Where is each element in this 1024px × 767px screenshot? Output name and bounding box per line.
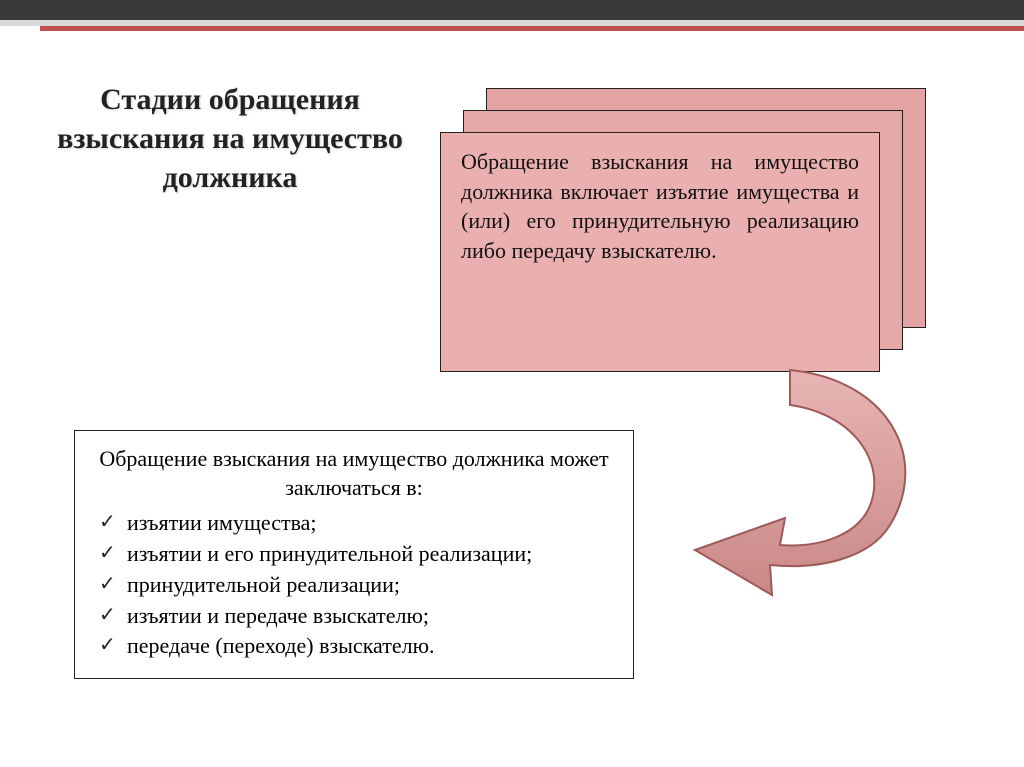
card-stack: Обращение взыскания на имущество должник… — [440, 88, 930, 368]
list-item: принудительной реализации; — [99, 570, 613, 601]
list-item: изъятии имущества; — [99, 508, 613, 539]
bar-dark — [0, 0, 1024, 20]
curved-arrow — [660, 360, 940, 600]
list: изъятии имущества; изъятии и его принуди… — [95, 508, 613, 662]
slide-title: Стадии обращения взыскания на имущество … — [40, 80, 420, 197]
bar-red — [40, 26, 1024, 31]
list-item: передаче (переходе) взыскателю. — [99, 631, 613, 662]
list-header: Обращение взыскания на имущество должник… — [95, 445, 613, 502]
list-item: изъятии и его принудительной реализации; — [99, 539, 613, 570]
list-item: изъятии и передаче взыскателю; — [99, 601, 613, 632]
header-bars — [0, 0, 1024, 31]
card-text: Обращение взыскания на имущество должник… — [461, 147, 859, 266]
list-box: Обращение взыскания на имущество должник… — [74, 430, 634, 679]
card-front: Обращение взыскания на имущество должник… — [440, 132, 880, 372]
